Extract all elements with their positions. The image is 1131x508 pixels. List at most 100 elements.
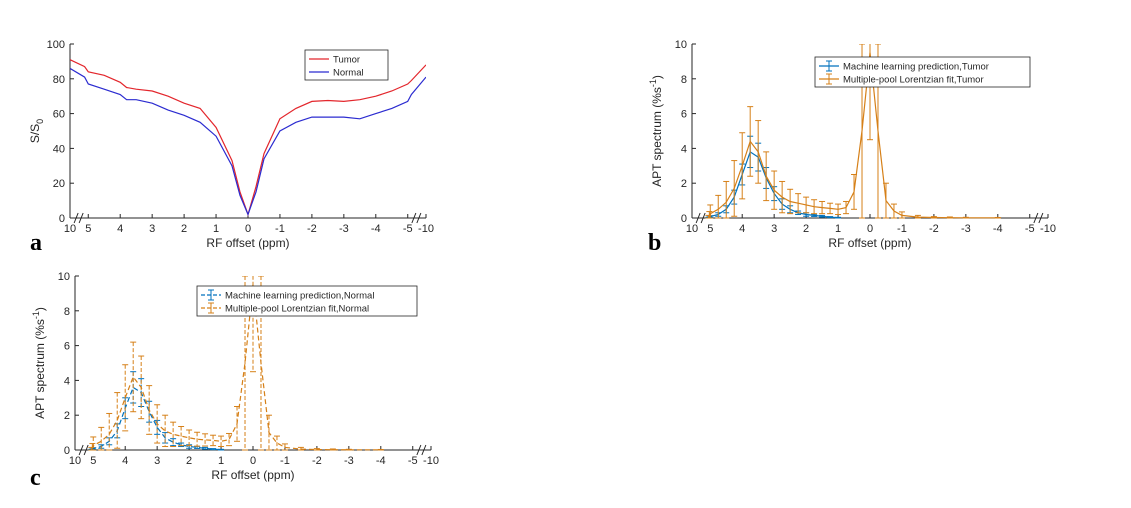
axis-break-mark [73,212,79,224]
y-axis-label-main: S/S [28,124,42,143]
x-tick-label: -5 [408,455,418,467]
plot-area [705,44,1001,219]
series-a-1 [70,67,426,217]
x-tick-label: 1 [835,223,841,235]
series-a-0 [70,59,426,217]
y-axis-label-end: ) [33,307,47,311]
x-tick-label: 4 [122,455,128,467]
legend-entry: Machine learning prediction,Tumor [843,62,989,73]
x-tick-label: 3 [154,455,160,467]
y-axis-label: S/S0 [28,119,45,143]
x-tick-label: 1 [213,223,219,235]
y-tick-label: 0 [59,213,65,225]
series-line [708,150,839,219]
panel-label: b [648,230,661,256]
x-tick-label: 3 [771,223,777,235]
legend-entry: Multiple-pool Lorentzian fit,Normal [225,304,369,315]
y-tick-label: 6 [681,109,687,121]
axis-break-mark [416,212,422,224]
y-axis-label-superscript: -1 [648,79,658,87]
panel-label: c [30,465,41,491]
y-tick-label: 10 [58,271,70,283]
axis-break-mark [695,212,701,224]
legend-entry: Multiple-pool Lorentzian fit,Tumor [843,75,984,86]
axis-break-mark [1038,212,1044,224]
x-tick-label: 5 [90,455,96,467]
legend: Tumor Normal [304,49,389,81]
legend-box [304,49,389,81]
plot-area [88,276,384,451]
y-axis-label-main: APT spectrum (%s [650,87,664,187]
x-tick-label: 5 [707,223,713,235]
axis-break-mark [421,444,427,456]
legend-entry: Machine learning prediction,Normal [225,291,374,302]
x-tick-label: 4 [117,223,123,235]
panel-label: a [30,230,42,256]
legend-box [814,56,1031,88]
legend-entry: Normal [333,68,364,79]
series-b-1 [705,44,1001,219]
axis-break-mark [416,444,422,456]
x-tick-label: -4 [993,223,1003,235]
y-axis-label-end: ) [650,75,664,79]
x-tick-label: -10 [418,223,434,235]
series-line [70,67,426,217]
series-c-1 [88,276,384,451]
legend-entry: Tumor [333,55,360,66]
series-line [70,59,426,217]
x-tick-label: -2 [929,223,939,235]
x-tick-label: -1 [897,223,907,235]
x-axis-label: RF offset (ppm) [828,236,911,250]
series-line [91,386,222,451]
y-tick-label: 4 [64,375,70,387]
x-tick-label: 5 [85,223,91,235]
y-axis-label-main: APT spectrum (%s [33,319,47,419]
x-tick-label: 10 [64,223,76,235]
x-tick-label: 3 [149,223,155,235]
axis-break-mark [700,212,706,224]
x-tick-label: 10 [686,223,698,235]
x-tick-label: -1 [275,223,285,235]
y-tick-label: 8 [681,74,687,86]
x-tick-label: -3 [339,223,349,235]
x-tick-label: 2 [186,455,192,467]
axis-break-mark [83,444,89,456]
y-tick-label: 20 [53,178,65,190]
y-axis-label: APT spectrum (%s-1) [648,75,664,187]
x-tick-label: -1 [280,455,290,467]
x-tick-label: -2 [307,223,317,235]
series-line [90,284,381,451]
x-tick-label: -5 [1025,223,1035,235]
series-line [707,52,998,219]
y-tick-label: 60 [53,109,65,121]
legend-box [196,285,418,317]
x-tick-label: 4 [739,223,745,235]
y-tick-label: 0 [64,445,70,457]
legend: Machine learning prediction,Tumor Multipl… [814,56,1031,88]
y-tick-label: 2 [64,410,70,422]
axis-break-mark [411,212,417,224]
y-axis-label: APT spectrum (%s-1) [31,307,47,419]
x-tick-label: 2 [181,223,187,235]
x-tick-label: 1 [218,455,224,467]
y-tick-label: 10 [675,39,687,51]
y-tick-label: 2 [681,178,687,190]
y-tick-label: 80 [53,74,65,86]
x-axis-label: RF offset (ppm) [211,468,294,482]
y-tick-label: 8 [64,306,70,318]
y-tick-label: 40 [53,143,65,155]
plot-area [70,59,426,217]
y-tick-label: 0 [681,213,687,225]
x-tick-label: -4 [376,455,386,467]
legend: Machine learning prediction,Normal Multip… [196,285,418,317]
x-tick-label: 0 [867,223,873,235]
y-axis-label-subscript: 0 [35,119,45,124]
y-tick-label: 4 [681,143,687,155]
x-tick-label: -2 [312,455,322,467]
x-tick-label: -10 [423,455,439,467]
x-tick-label: 10 [69,455,81,467]
